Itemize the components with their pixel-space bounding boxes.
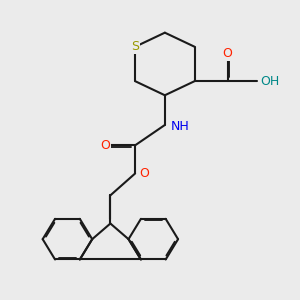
Text: O: O [139, 167, 149, 180]
Text: NH: NH [171, 120, 190, 133]
Text: S: S [131, 40, 139, 53]
Text: OH: OH [261, 75, 280, 88]
Text: O: O [100, 139, 110, 152]
Text: O: O [223, 46, 232, 59]
